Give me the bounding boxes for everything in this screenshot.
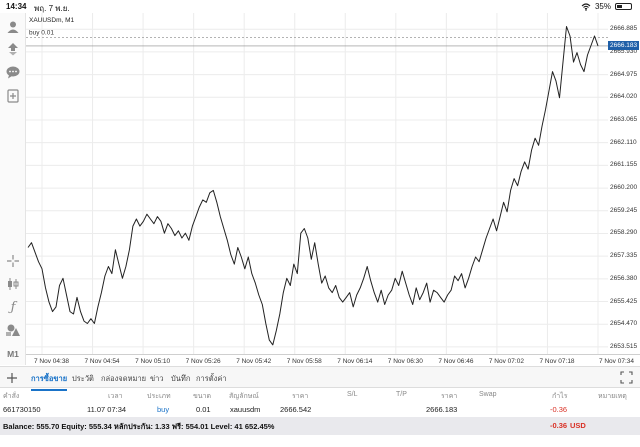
time-tick-label: 7 Nov 06:14 xyxy=(337,358,373,365)
objects-icon[interactable] xyxy=(3,320,23,340)
current-price-tag: 2666.183 xyxy=(608,41,640,51)
candles-icon[interactable] xyxy=(3,274,23,294)
status-right: 35% xyxy=(581,2,632,11)
col-comment: หมายเหตุ xyxy=(598,393,627,400)
price-tick-label: 2658.290 xyxy=(610,229,638,237)
price-tick-label: 2654.470 xyxy=(610,320,638,328)
chat-icon[interactable] xyxy=(3,62,23,82)
currency-label: USD xyxy=(570,421,586,430)
tab-journal[interactable]: บันทึก xyxy=(171,374,191,383)
order-line-label: buy 0.01 xyxy=(29,29,54,36)
status-date: พฤ. 7 พ.ย. xyxy=(34,4,70,13)
col-profit: กำไร xyxy=(552,393,568,400)
price-tick-label: 2657.335 xyxy=(610,252,638,260)
col-current-price: ราคา xyxy=(441,393,458,400)
order-symbol: xauusdm xyxy=(230,405,261,414)
col-order: คำสั่ง xyxy=(3,393,20,400)
trade-arrows-icon[interactable] xyxy=(3,39,23,59)
price-series-line xyxy=(27,26,599,346)
price-tick-label: 2666.885 xyxy=(610,25,638,33)
price-tick-label: 2661.155 xyxy=(610,161,638,169)
price-tick-label: 2664.975 xyxy=(610,70,638,78)
time-tick-label: 7 Nov 07:02 xyxy=(488,358,524,365)
price-tick-label: 2660.200 xyxy=(610,184,638,192)
bottom-tabs: การซื้อขาย ประวัติ กล่องจดหมาย ข่าว บันท… xyxy=(0,366,640,391)
tab-history[interactable]: ประวัติ xyxy=(72,374,94,383)
price-tick-label: 2659.245 xyxy=(610,206,638,214)
price-tick-label: 2662.110 xyxy=(610,138,637,146)
price-chart[interactable]: XAUUSDm, M1 buy 0.01 xyxy=(26,13,608,354)
battery-icon xyxy=(615,3,632,10)
status-bar: 14:34 พฤ. 7 พ.ย. 35% xyxy=(0,0,640,13)
battery-percent: 35% xyxy=(594,2,611,11)
timeframe-button[interactable]: M1 xyxy=(7,349,19,359)
function-icon[interactable]: ƒ xyxy=(10,299,16,315)
col-time: เวลา xyxy=(108,393,123,400)
account-summary-bar: Balance: 555.70 Equity: 555.34 หลักประกั… xyxy=(0,417,640,435)
maximize-panel-icon[interactable] xyxy=(620,371,634,385)
total-profit: -0.36 xyxy=(550,421,568,430)
price-tick-label: 2665.930 xyxy=(610,47,638,55)
crosshair-icon[interactable] xyxy=(3,251,23,271)
time-tick-label: 7 Nov 04:38 xyxy=(34,358,70,365)
symbol-label: XAUUSDm, M1 xyxy=(29,17,75,24)
col-size: ขนาด xyxy=(193,393,212,400)
tab-news[interactable]: ข่าว xyxy=(150,374,164,383)
order-id: 661730150 xyxy=(3,405,41,414)
col-sl: S/L xyxy=(347,391,358,398)
price-tick-label: 2655.425 xyxy=(610,297,638,305)
col-tp: T/P xyxy=(396,391,407,398)
order-size: 0.01 xyxy=(196,405,211,414)
account-icon[interactable] xyxy=(3,17,23,37)
order-profit: -0.36 xyxy=(550,405,568,414)
add-document-icon[interactable] xyxy=(3,86,23,106)
order-time: 11.07 07:34 xyxy=(87,405,127,414)
time-tick-label: 7 Nov 05:58 xyxy=(286,358,322,365)
price-tick-label: 2653.515 xyxy=(610,342,638,350)
col-type: ประเภท xyxy=(147,393,171,400)
col-swap: Swap xyxy=(479,391,497,398)
tab-trade[interactable]: การซื้อขาย xyxy=(31,374,68,391)
time-tick-label: 7 Nov 07:18 xyxy=(539,358,575,365)
time-tick-label: 7 Nov 06:46 xyxy=(438,358,474,365)
time-tick-label: 7 Nov 05:10 xyxy=(135,358,171,365)
time-tick-label: 7 Nov 06:30 xyxy=(387,358,423,365)
account-summary: Balance: 555.70 Equity: 555.34 หลักประกั… xyxy=(3,422,275,431)
price-tick-label: 2664.020 xyxy=(610,93,638,101)
tab-settings[interactable]: การตั้งค่า xyxy=(196,374,227,383)
time-tick-label: 7 Nov 05:26 xyxy=(185,358,221,365)
orders-table-header: คำสั่ง เวลา ประเภท ขนาด สัญลักษณ์ ราคา S… xyxy=(0,388,640,402)
price-axis: 2666.885 2665.930 2664.975 2664.020 2663.065… xyxy=(608,13,640,354)
left-toolbar: ƒ M1 xyxy=(0,13,26,365)
col-symbol: สัญลักษณ์ xyxy=(229,393,259,400)
order-open-price: 2666.542 xyxy=(280,405,312,414)
table-row[interactable]: 661730150 11.07 07:34 buy 0.01 xauusdm 2… xyxy=(0,402,640,417)
tab-mailbox[interactable]: กล่องจดหมาย xyxy=(101,374,147,383)
time-tick-label: 7 Nov 07:34 xyxy=(598,358,634,365)
status-time: 14:34 xyxy=(6,2,27,11)
price-tick-label: 2663.065 xyxy=(610,116,638,123)
time-axis: 7 Nov 04:38 7 Nov 04:54 7 Nov 05:10 7 Nov 0… xyxy=(26,354,640,366)
col-price: ราคา xyxy=(292,393,309,400)
time-tick-label: 7 Nov 05:42 xyxy=(236,358,272,365)
price-tick-label: 2656.380 xyxy=(610,274,638,282)
add-icon[interactable] xyxy=(4,370,20,386)
order-type: buy xyxy=(157,405,170,414)
time-tick-label: 7 Nov 04:54 xyxy=(84,358,120,365)
wifi-icon xyxy=(581,2,591,11)
order-current-price: 2666.183 xyxy=(426,405,458,414)
